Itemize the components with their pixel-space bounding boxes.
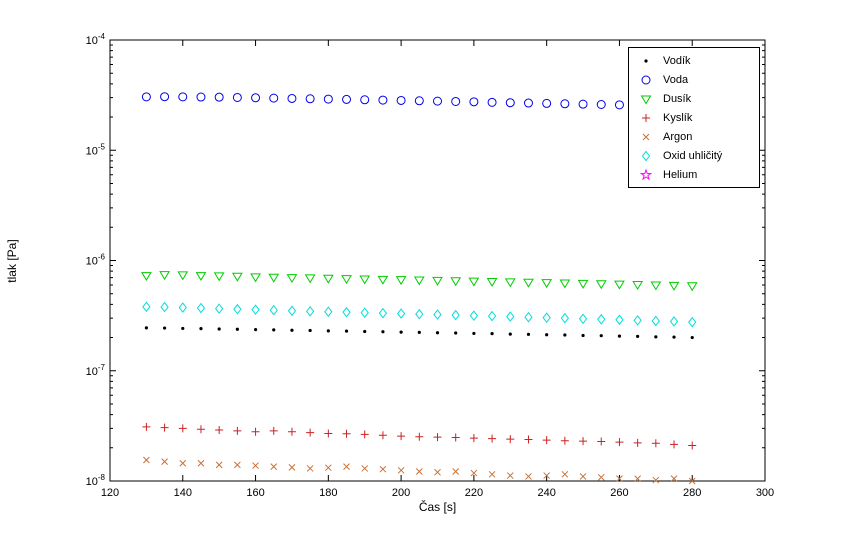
legend-item: Argon	[629, 127, 759, 146]
svg-text:240: 240	[537, 487, 555, 499]
legend-label: Kyslík	[663, 111, 693, 124]
legend: Vodík Voda Dusík Kyslík Argon Oxid uhličitý He…	[628, 47, 760, 188]
x-marker-icon	[642, 133, 650, 140]
point-marker-icon	[644, 58, 648, 63]
circle-marker-icon	[641, 75, 651, 84]
series-vod-k	[144, 326, 694, 340]
svg-text:10-8: 10-8	[86, 473, 106, 488]
svg-text:260: 260	[610, 487, 628, 499]
legend-label: Vodík	[663, 54, 691, 67]
series-kysl-k	[142, 422, 697, 450]
pentagram-marker-icon	[639, 167, 653, 180]
legend-item: Dusík	[629, 89, 759, 108]
legend-item: Vodík	[629, 51, 759, 70]
y-axis-label: tlak [Pa]	[5, 239, 19, 283]
svg-text:120: 120	[101, 487, 119, 499]
diamond-marker-icon	[641, 150, 651, 161]
series-dus-k	[141, 271, 698, 292]
legend-item: Helium	[629, 165, 759, 184]
legend-item: Voda	[629, 70, 759, 89]
svg-text:300: 300	[756, 487, 774, 499]
legend-label: Dusík	[663, 92, 692, 105]
svg-text:10-4: 10-4	[86, 32, 106, 47]
svg-text:160: 160	[246, 487, 264, 499]
legend-item: Oxid uhličitý	[629, 146, 759, 165]
svg-text:140: 140	[174, 487, 192, 499]
svg-text:10-7: 10-7	[86, 363, 106, 378]
series-argon	[143, 456, 696, 485]
x-axis-label: Čas [s]	[418, 500, 457, 514]
svg-text:200: 200	[392, 487, 410, 499]
triangle-down-marker-icon	[640, 95, 652, 104]
svg-text:10-6: 10-6	[86, 253, 106, 268]
svg-text:10-5: 10-5	[86, 142, 106, 157]
svg-text:220: 220	[465, 487, 483, 499]
series-oxid-uhli-it-	[142, 301, 697, 328]
legend-label: Voda	[663, 73, 689, 86]
svg-text:180: 180	[319, 487, 337, 499]
legend-label: Argon	[663, 130, 693, 143]
plus-marker-icon	[642, 113, 650, 122]
svg-text:280: 280	[683, 487, 701, 499]
legend-label: Oxid uhličitý	[663, 149, 723, 162]
legend-item: Kyslík	[629, 108, 759, 127]
series-voda	[141, 92, 697, 112]
legend-label: Helium	[663, 168, 698, 181]
